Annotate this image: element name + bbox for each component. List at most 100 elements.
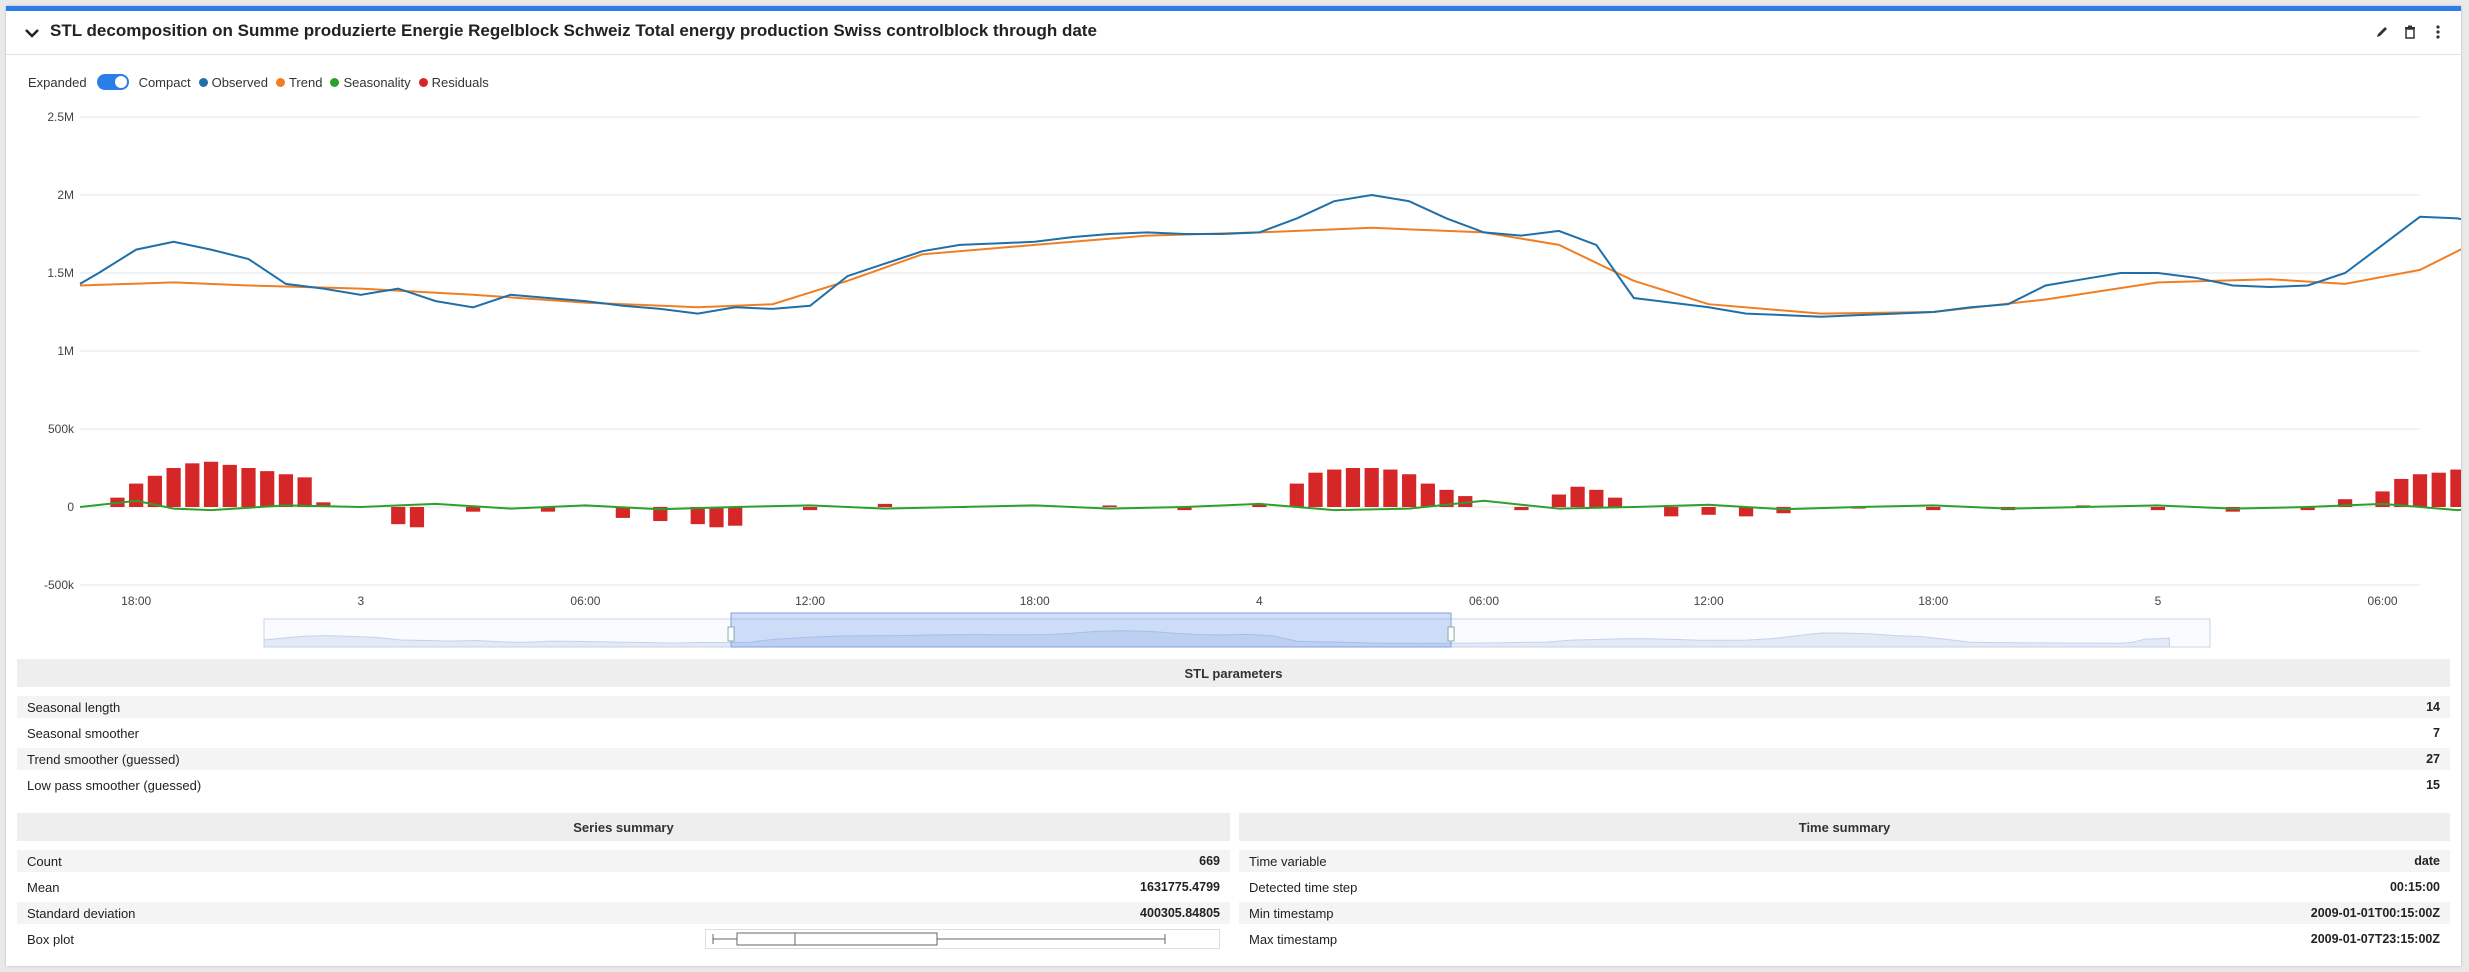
legend-label: Seasonality xyxy=(343,74,411,90)
legend-item-trend[interactable]: Trend xyxy=(275,75,322,90)
residual-bar xyxy=(1364,468,1379,507)
navigator-handle-left xyxy=(727,626,735,642)
legend-item-observed[interactable]: Observed xyxy=(198,74,268,90)
row-value: 00:15:00 xyxy=(2389,880,2440,894)
row-value: 2009-01-07T23:15:00Z xyxy=(2310,932,2440,946)
residual-bar xyxy=(802,507,818,511)
residual-bar xyxy=(466,507,481,512)
residual-bar xyxy=(297,477,312,507)
residual-bar xyxy=(222,464,237,507)
residual-bar xyxy=(2338,499,2353,507)
residual-bar xyxy=(1738,507,1754,517)
time-summary-title: Time summary xyxy=(1239,813,2450,841)
residuals-dot xyxy=(418,77,428,87)
residual-bar xyxy=(2431,472,2446,507)
x-tick-label: 12:00 xyxy=(795,594,825,608)
range-navigator xyxy=(263,612,2211,648)
row-value: 400305.84805 xyxy=(1140,906,1220,920)
y-tick-label: -500k xyxy=(44,578,75,592)
y-tick-label: 1.5M xyxy=(47,266,74,280)
section-title-text: Series summary xyxy=(573,819,674,835)
residual-bar xyxy=(709,507,724,528)
compact-label: Compact xyxy=(138,74,191,90)
chevron-down-icon[interactable] xyxy=(24,25,40,41)
residual-bar xyxy=(1439,489,1454,507)
residual-bar xyxy=(1402,474,1417,507)
residual-bar xyxy=(391,507,406,525)
residual-bar xyxy=(1345,468,1361,507)
residual-bar xyxy=(1458,496,1473,507)
series-summary-row: Mean 1631775.4799 xyxy=(17,876,1230,898)
legend-item-seasonality[interactable]: Seasonality xyxy=(330,74,411,90)
y-tick-label: 500k xyxy=(48,422,75,436)
residual-bar xyxy=(1589,489,1604,507)
view-mode-toggle[interactable] xyxy=(96,74,129,90)
residual-bar xyxy=(147,475,162,507)
trash-icon[interactable] xyxy=(2403,24,2417,40)
stl-params-title: STL parameters xyxy=(17,659,2450,687)
row-value: 14 xyxy=(2426,700,2440,714)
residual-bar xyxy=(203,461,219,507)
row-label: Trend smoother (guessed) xyxy=(27,751,180,767)
navigator-selection xyxy=(730,612,1452,648)
row-label: Time variable xyxy=(1249,853,1327,869)
x-tick-label: 06:00 xyxy=(2368,594,2398,608)
seasonality-dot xyxy=(330,77,340,87)
series-summary-row: Count 669 xyxy=(17,850,1230,872)
residual-bar xyxy=(540,507,556,512)
x-tick-label: 5 xyxy=(2155,594,2162,608)
x-tick-label: 4 xyxy=(1256,594,1263,608)
x-tick-label: 18:00 xyxy=(121,594,151,608)
residual-bar xyxy=(260,471,275,507)
section-title-text: STL parameters xyxy=(1184,665,1283,681)
residual-bar xyxy=(1514,507,1529,511)
row-label: Seasonal length xyxy=(27,699,121,715)
time-summary-row: Max timestamp 2009-01-07T23:15:00Z xyxy=(1239,928,2450,950)
legend-label: Residuals xyxy=(431,74,489,90)
trend-dot xyxy=(275,77,285,87)
legend-item-residuals[interactable]: Residuals xyxy=(418,74,489,90)
row-value: 1631775.4799 xyxy=(1140,880,1220,894)
seasonality-line xyxy=(79,499,2461,512)
residual-bar xyxy=(278,474,294,507)
stl-card: STL decomposition on Summe produzierte E… xyxy=(6,6,2461,966)
time-summary-row: Time variable date xyxy=(1239,850,2450,872)
residual-bar xyxy=(1383,469,1398,507)
stl-param-row: Seasonal length 14 xyxy=(17,696,2450,718)
row-value: 669 xyxy=(1199,854,1220,868)
row-value: date xyxy=(2414,854,2440,868)
edit-icon[interactable] xyxy=(2375,24,2389,40)
row-value: 27 xyxy=(2426,752,2440,766)
observed-line xyxy=(79,193,2461,318)
section-title-text: Time summary xyxy=(1798,819,1891,835)
residual-bar xyxy=(241,468,256,507)
residual-bar xyxy=(1926,507,1941,511)
series-lines xyxy=(79,193,2461,512)
card-tools xyxy=(2375,24,2445,40)
row-label: Low pass smoother (guessed) xyxy=(27,777,202,793)
residual-bar xyxy=(1289,483,1304,507)
row-label: Max timestamp xyxy=(1249,931,1338,947)
residual-bar xyxy=(1420,483,1435,507)
row-label: Count xyxy=(27,853,62,869)
residual-bar xyxy=(2412,474,2428,507)
residual-bar xyxy=(166,468,181,507)
x-axis-labels: 18:00 3 06:00 12:00 18:00 4 06:00 12:00 18:00 5 06… xyxy=(121,594,2398,608)
row-value: 7 xyxy=(2433,726,2440,740)
stl-param-row: Seasonal smoother 7 xyxy=(17,722,2450,744)
residual-bar xyxy=(1607,497,1623,507)
navigator-area xyxy=(263,630,2171,648)
residual-bar xyxy=(1177,507,1192,511)
stl-param-row: Trend smoother (guessed) 27 xyxy=(17,748,2450,770)
x-tick-label: 18:00 xyxy=(1918,594,1948,608)
y-tick-label: 1M xyxy=(57,344,74,358)
observed-dot xyxy=(198,77,208,87)
x-tick-label: 18:00 xyxy=(1020,594,1050,608)
legend-label: Observed xyxy=(211,74,268,90)
stl-param-row: Low pass smoother (guessed) 15 xyxy=(17,774,2450,796)
more-vertical-icon[interactable] xyxy=(2431,24,2445,40)
residual-bar xyxy=(690,507,705,525)
y-tick-label: 0 xyxy=(67,500,74,514)
residual-bar xyxy=(1664,507,1679,517)
